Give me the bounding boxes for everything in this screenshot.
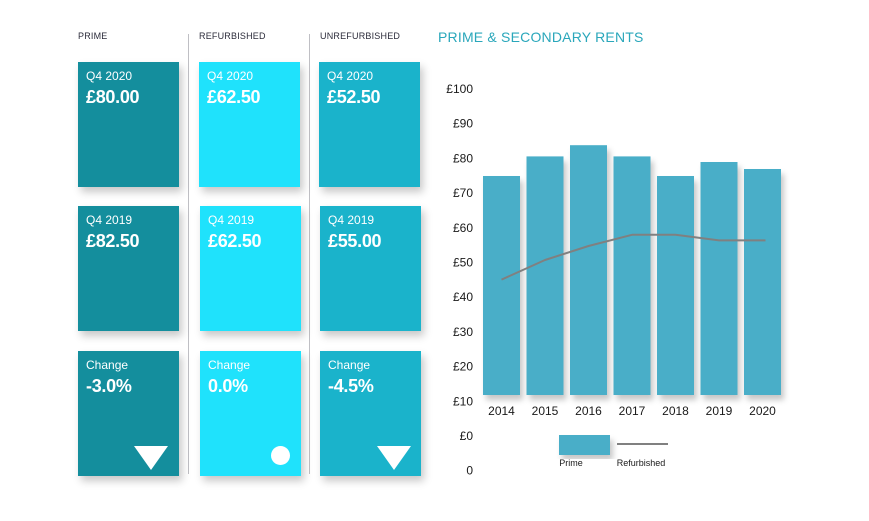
tile-label: Change bbox=[86, 358, 129, 372]
y-tick-label: £20 bbox=[453, 360, 473, 374]
legend-label-prime: Prime bbox=[559, 458, 583, 468]
bar-prime-2020 bbox=[744, 169, 781, 395]
tile-value: £62.50 bbox=[208, 231, 262, 251]
x-tick-label: 2016 bbox=[575, 404, 602, 418]
refurbished-change-tile: Change 0.0% bbox=[200, 351, 301, 476]
unrefurbished-q4-2019-tile: Q4 2019 £55.00 bbox=[320, 206, 421, 331]
y-tick-label: £70 bbox=[453, 186, 473, 200]
unrefurbished-change-tile: Change -4.5% bbox=[320, 351, 421, 476]
y-tick-label: £10 bbox=[453, 394, 473, 408]
tile-label: Q4 2020 bbox=[207, 69, 254, 83]
bar-prime-2016 bbox=[570, 145, 607, 395]
column-header-refurbished: REFURBISHED bbox=[199, 31, 266, 41]
tile-label: Q4 2019 bbox=[86, 213, 133, 227]
tile-label: Q4 2019 bbox=[208, 213, 255, 227]
legend-swatch-prime bbox=[559, 435, 610, 455]
bar-prime-2015 bbox=[526, 156, 564, 395]
line-refurbished bbox=[501, 233, 766, 281]
x-tick-label: 2015 bbox=[532, 404, 559, 418]
down-triangle-icon bbox=[377, 446, 411, 470]
y-tick-label: £60 bbox=[453, 221, 473, 235]
tile-value: 0.0% bbox=[208, 376, 248, 396]
y-tick-label: £100 bbox=[446, 82, 473, 96]
tile-label: Q4 2019 bbox=[328, 213, 375, 227]
y-tick-label: £0 bbox=[460, 429, 474, 443]
x-tick-label: 2020 bbox=[749, 404, 776, 418]
y-tick-label: £90 bbox=[453, 117, 473, 131]
tile-label: Q4 2020 bbox=[86, 69, 133, 83]
column-divider bbox=[309, 34, 310, 474]
tile-value: £82.50 bbox=[86, 231, 140, 251]
refurbished-q4-2019-tile: Q4 2019 £62.50 bbox=[200, 206, 301, 331]
y-tick-label: £30 bbox=[453, 325, 473, 339]
bar-prime-2014 bbox=[483, 176, 520, 395]
prime-q4-2019-tile: Q4 2019 £82.50 bbox=[78, 206, 179, 331]
y-tick-label: £50 bbox=[453, 256, 473, 270]
column-divider bbox=[188, 34, 189, 474]
tile-value: -4.5% bbox=[328, 376, 374, 396]
tile-value: £52.50 bbox=[327, 87, 381, 107]
tile-label: Change bbox=[208, 358, 251, 372]
tile-value: £62.50 bbox=[207, 87, 261, 107]
legend-label-refurbished: Refurbished bbox=[617, 458, 666, 468]
column-header-unrefurbished: UNREFURBISHED bbox=[320, 31, 401, 41]
x-tick-label: 2017 bbox=[619, 404, 646, 418]
column-header-prime: PRIME bbox=[78, 31, 108, 41]
tile-value: £80.00 bbox=[86, 87, 140, 107]
x-tick-label: 2014 bbox=[488, 404, 515, 418]
unrefurbished-q4-2020-tile: Q4 2020 £52.50 bbox=[319, 62, 420, 187]
tile-label: Q4 2020 bbox=[327, 69, 374, 83]
tile-value: £55.00 bbox=[328, 231, 382, 251]
prime-q4-2020-tile: Q4 2020 £80.00 bbox=[78, 62, 179, 187]
tile-label: Change bbox=[328, 358, 371, 372]
chart-title: PRIME & SECONDARY RENTS bbox=[438, 29, 644, 45]
prime-change-tile: Change -3.0% bbox=[78, 351, 179, 476]
refurbished-q4-2020-tile: Q4 2020 £62.50 bbox=[199, 62, 300, 187]
y-tick-label: £80 bbox=[453, 151, 473, 165]
x-tick-label: 2018 bbox=[662, 404, 689, 418]
down-triangle-icon bbox=[134, 446, 168, 470]
bar-prime-2019 bbox=[700, 162, 738, 395]
bar-prime-2017 bbox=[613, 156, 651, 395]
tile-value: -3.0% bbox=[86, 376, 132, 396]
bar-prime-2018 bbox=[657, 176, 694, 395]
circle-icon bbox=[271, 446, 290, 465]
x-tick-label: 2019 bbox=[706, 404, 733, 418]
y-tick-label: 0 bbox=[466, 464, 473, 478]
y-tick-label: £40 bbox=[453, 290, 473, 304]
